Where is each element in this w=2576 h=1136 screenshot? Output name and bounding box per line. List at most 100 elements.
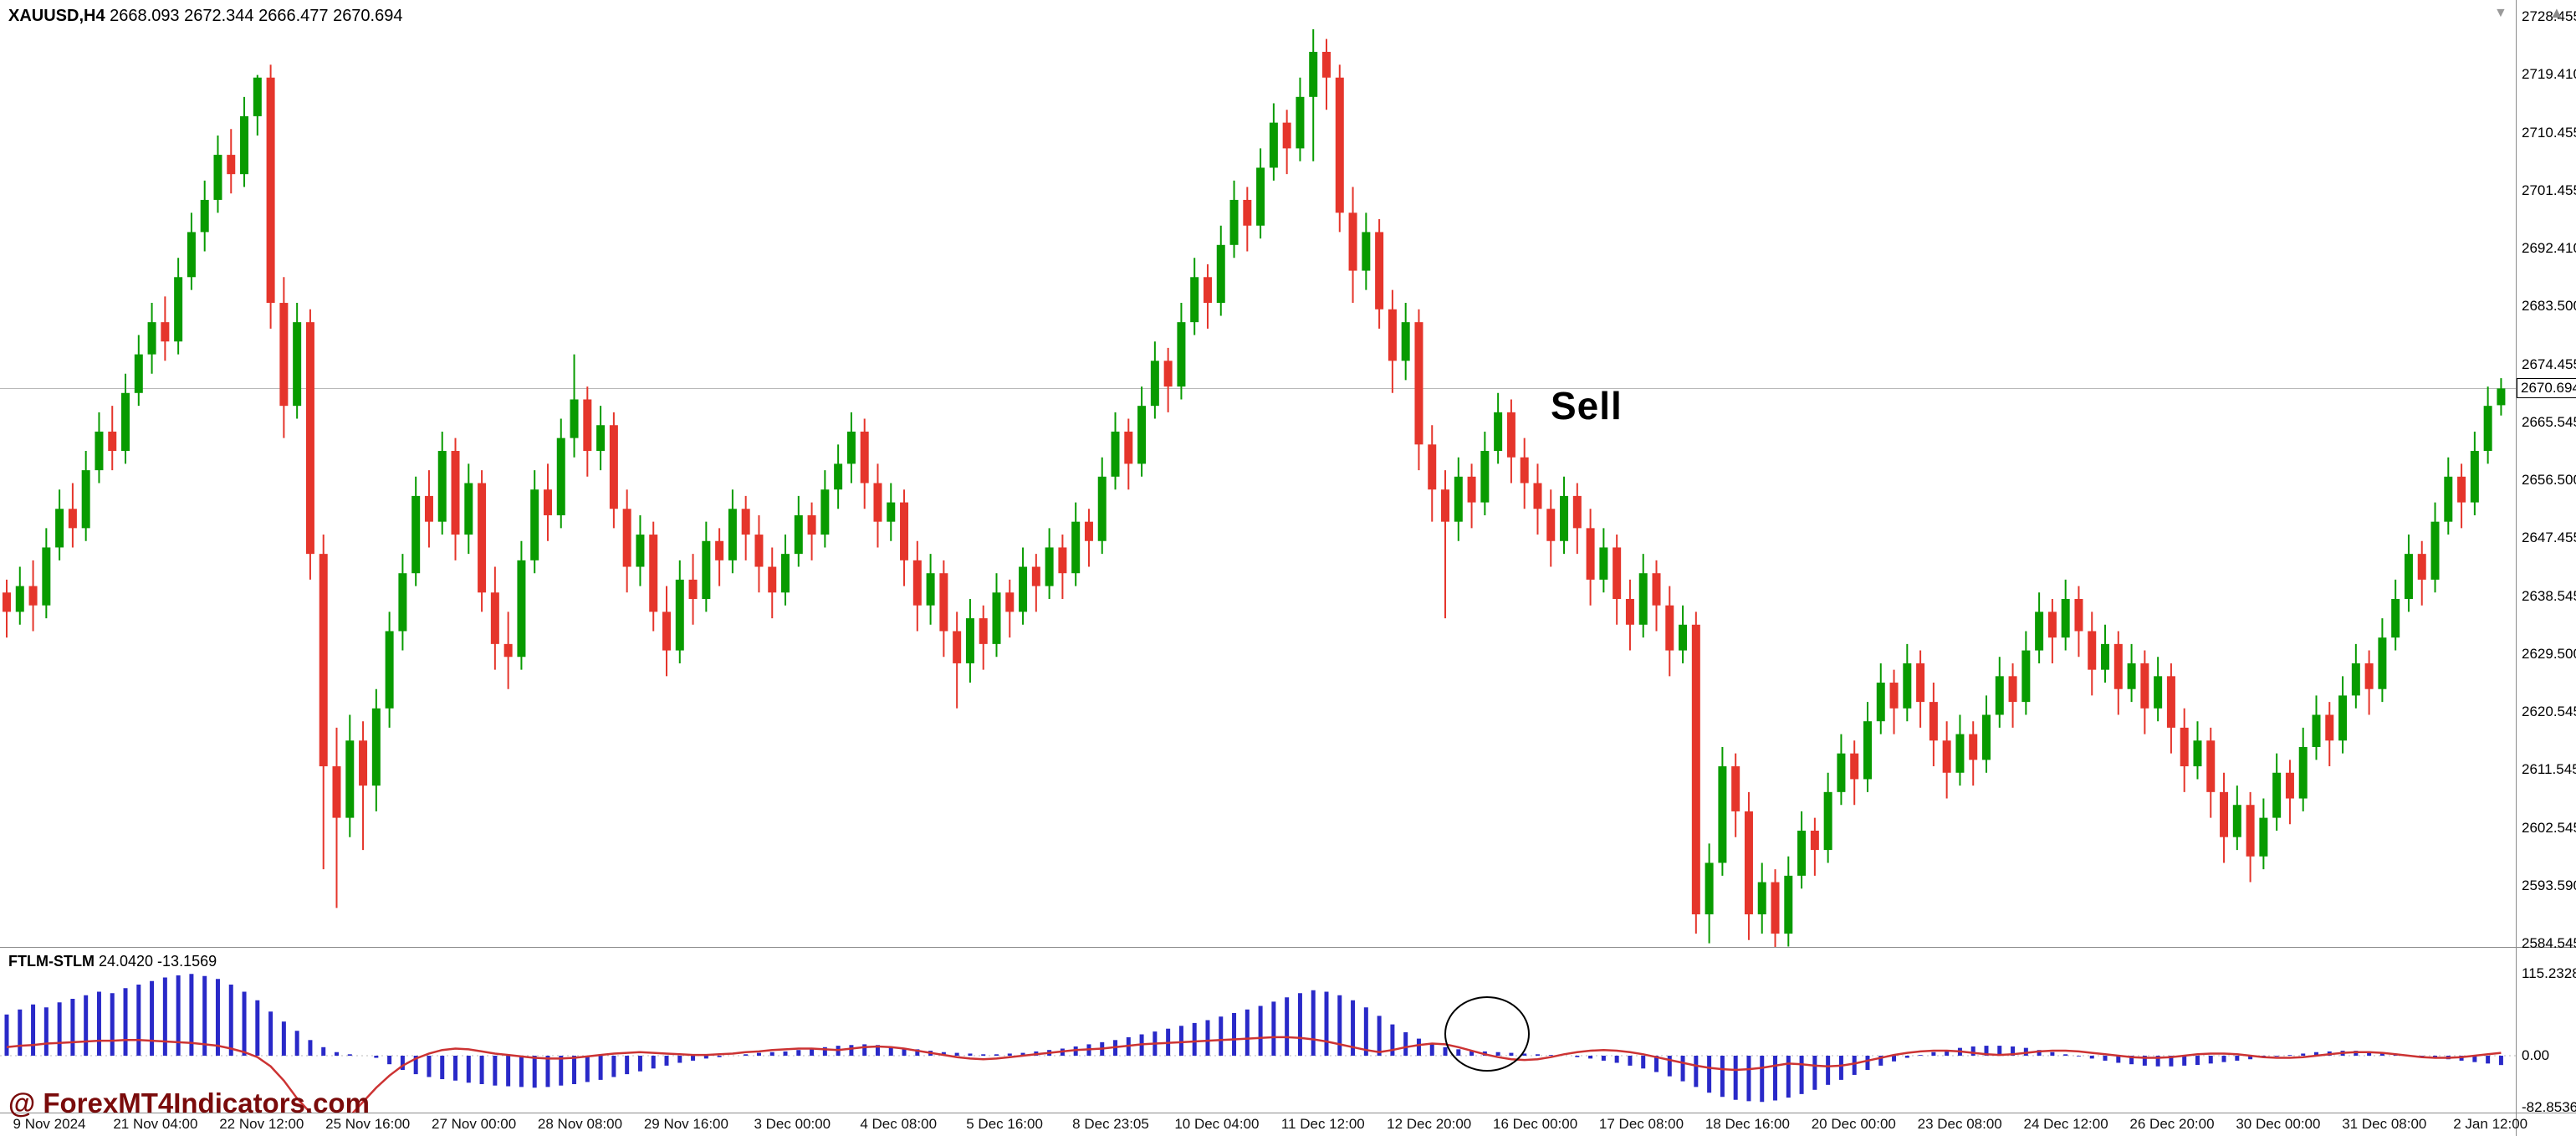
- candle: [187, 212, 196, 290]
- candle: [2061, 579, 2070, 651]
- price-axis-label: 2620.545: [2522, 704, 2576, 719]
- candle: [1005, 579, 1015, 638]
- time-axis-label: 11 Dec 12:00: [1280, 1116, 1365, 1132]
- candle: [451, 438, 460, 560]
- candle: [1665, 586, 1674, 677]
- candle: [517, 540, 526, 670]
- sell-annotation: Sell: [1551, 384, 1623, 427]
- candle: [807, 502, 816, 560]
- candle: [1929, 683, 1938, 767]
- candle: [1613, 535, 1622, 625]
- candle: [68, 483, 77, 548]
- candle: [912, 540, 922, 632]
- price-axis-label: 2665.545: [2522, 413, 2576, 430]
- candle: [2378, 618, 2387, 703]
- candle: [2272, 753, 2282, 832]
- candle: [1177, 303, 1186, 400]
- candle: [1401, 303, 1410, 381]
- candle: [121, 373, 130, 464]
- candle: [596, 406, 606, 471]
- candle: [1876, 663, 1885, 734]
- candle: [1850, 740, 1859, 806]
- candle: [1889, 669, 1899, 734]
- candle: [108, 406, 117, 471]
- candle: [1494, 392, 1503, 464]
- candle: [794, 495, 803, 567]
- candle: [1322, 38, 1331, 110]
- candle: [227, 129, 236, 194]
- candle: [1362, 212, 1371, 290]
- candle: [979, 605, 988, 670]
- candle: [2074, 586, 2083, 658]
- candle: [2364, 650, 2374, 715]
- candle: [1572, 483, 1582, 555]
- candle: [3, 579, 11, 638]
- candle: [2470, 431, 2479, 515]
- candle: [1546, 489, 1556, 567]
- indicator-name-label: FTLM-STLM: [8, 953, 95, 970]
- candle: [161, 296, 170, 361]
- candle: [741, 495, 750, 560]
- candle: [1995, 657, 2004, 728]
- candle: [583, 386, 592, 477]
- candle: [503, 611, 513, 689]
- candle: [437, 431, 447, 535]
- candle: [253, 74, 262, 136]
- time-axis-label: 23 Dec 08:00: [1917, 1116, 2002, 1132]
- candle: [860, 418, 869, 509]
- candle: [1348, 187, 1357, 304]
- time-axis-label: 3 Dec 00:00: [754, 1116, 831, 1132]
- candle: [2404, 535, 2413, 612]
- time-axis-label: 2 Jan 12:00: [2453, 1116, 2528, 1132]
- price-axis-label: 2728.455: [2522, 8, 2576, 24]
- ohlc-quote-label: 2668.093 2672.344 2666.477 2670.694: [110, 7, 403, 25]
- candle: [1638, 554, 1648, 638]
- candle: [1388, 289, 1397, 393]
- candle: [728, 489, 737, 574]
- time-axis-label: 10 Dec 04:00: [1174, 1116, 1260, 1132]
- time-axis-label: 29 Nov 16:00: [643, 1116, 728, 1132]
- candle: [2325, 702, 2334, 767]
- candle: [1810, 817, 1819, 876]
- candle: [279, 277, 289, 438]
- time-axis[interactable]: 9 Nov 2024 21 Nov 04:00 22 Nov 12:00 25 Nov…: [0, 1113, 2576, 1136]
- time-axis-label: 17 Dec 08:00: [1598, 1116, 1684, 1132]
- price-axis-label: 2683.500: [2522, 298, 2576, 315]
- time-axis-label: 26 Dec 20:00: [2129, 1116, 2215, 1132]
- candle: [834, 444, 843, 509]
- candle: [2180, 708, 2189, 792]
- price-axis-label: 2638.545: [2522, 587, 2576, 604]
- time-axis-label: 5 Dec 16:00: [966, 1116, 1043, 1132]
- candle: [1256, 148, 1265, 239]
- candle: [1771, 869, 1780, 947]
- candle: [649, 521, 658, 632]
- candle: [1863, 702, 1872, 792]
- candle: [636, 514, 645, 586]
- main-price-chart[interactable]: [0, 0, 2516, 947]
- candle: [2430, 502, 2440, 593]
- candle: [28, 560, 38, 632]
- candle: [42, 528, 51, 619]
- candle: [2101, 624, 2110, 683]
- price-axis-label: 2701.455: [2522, 182, 2576, 198]
- price-axis-label: 2674.455: [2522, 356, 2576, 372]
- price-axis-label: 2710.455: [2522, 124, 2576, 141]
- candle: [768, 547, 777, 619]
- candle: [1296, 77, 1305, 161]
- candle: [398, 554, 407, 651]
- candle: [134, 335, 143, 407]
- candle: [556, 418, 565, 529]
- candle: [1691, 611, 1700, 934]
- candle: [411, 476, 421, 586]
- indicator-chart[interactable]: [0, 947, 2516, 1113]
- candle: [2285, 760, 2294, 825]
- price-axis-divider: [2516, 0, 2517, 1136]
- candle: [688, 554, 698, 625]
- time-axis-label: 24 Dec 12:00: [2023, 1116, 2108, 1132]
- candle: [240, 96, 249, 187]
- candle: [1837, 734, 1846, 806]
- candle: [2312, 695, 2321, 760]
- candle: [2483, 386, 2492, 464]
- candle: [1375, 219, 1384, 329]
- candle: [1019, 547, 1028, 625]
